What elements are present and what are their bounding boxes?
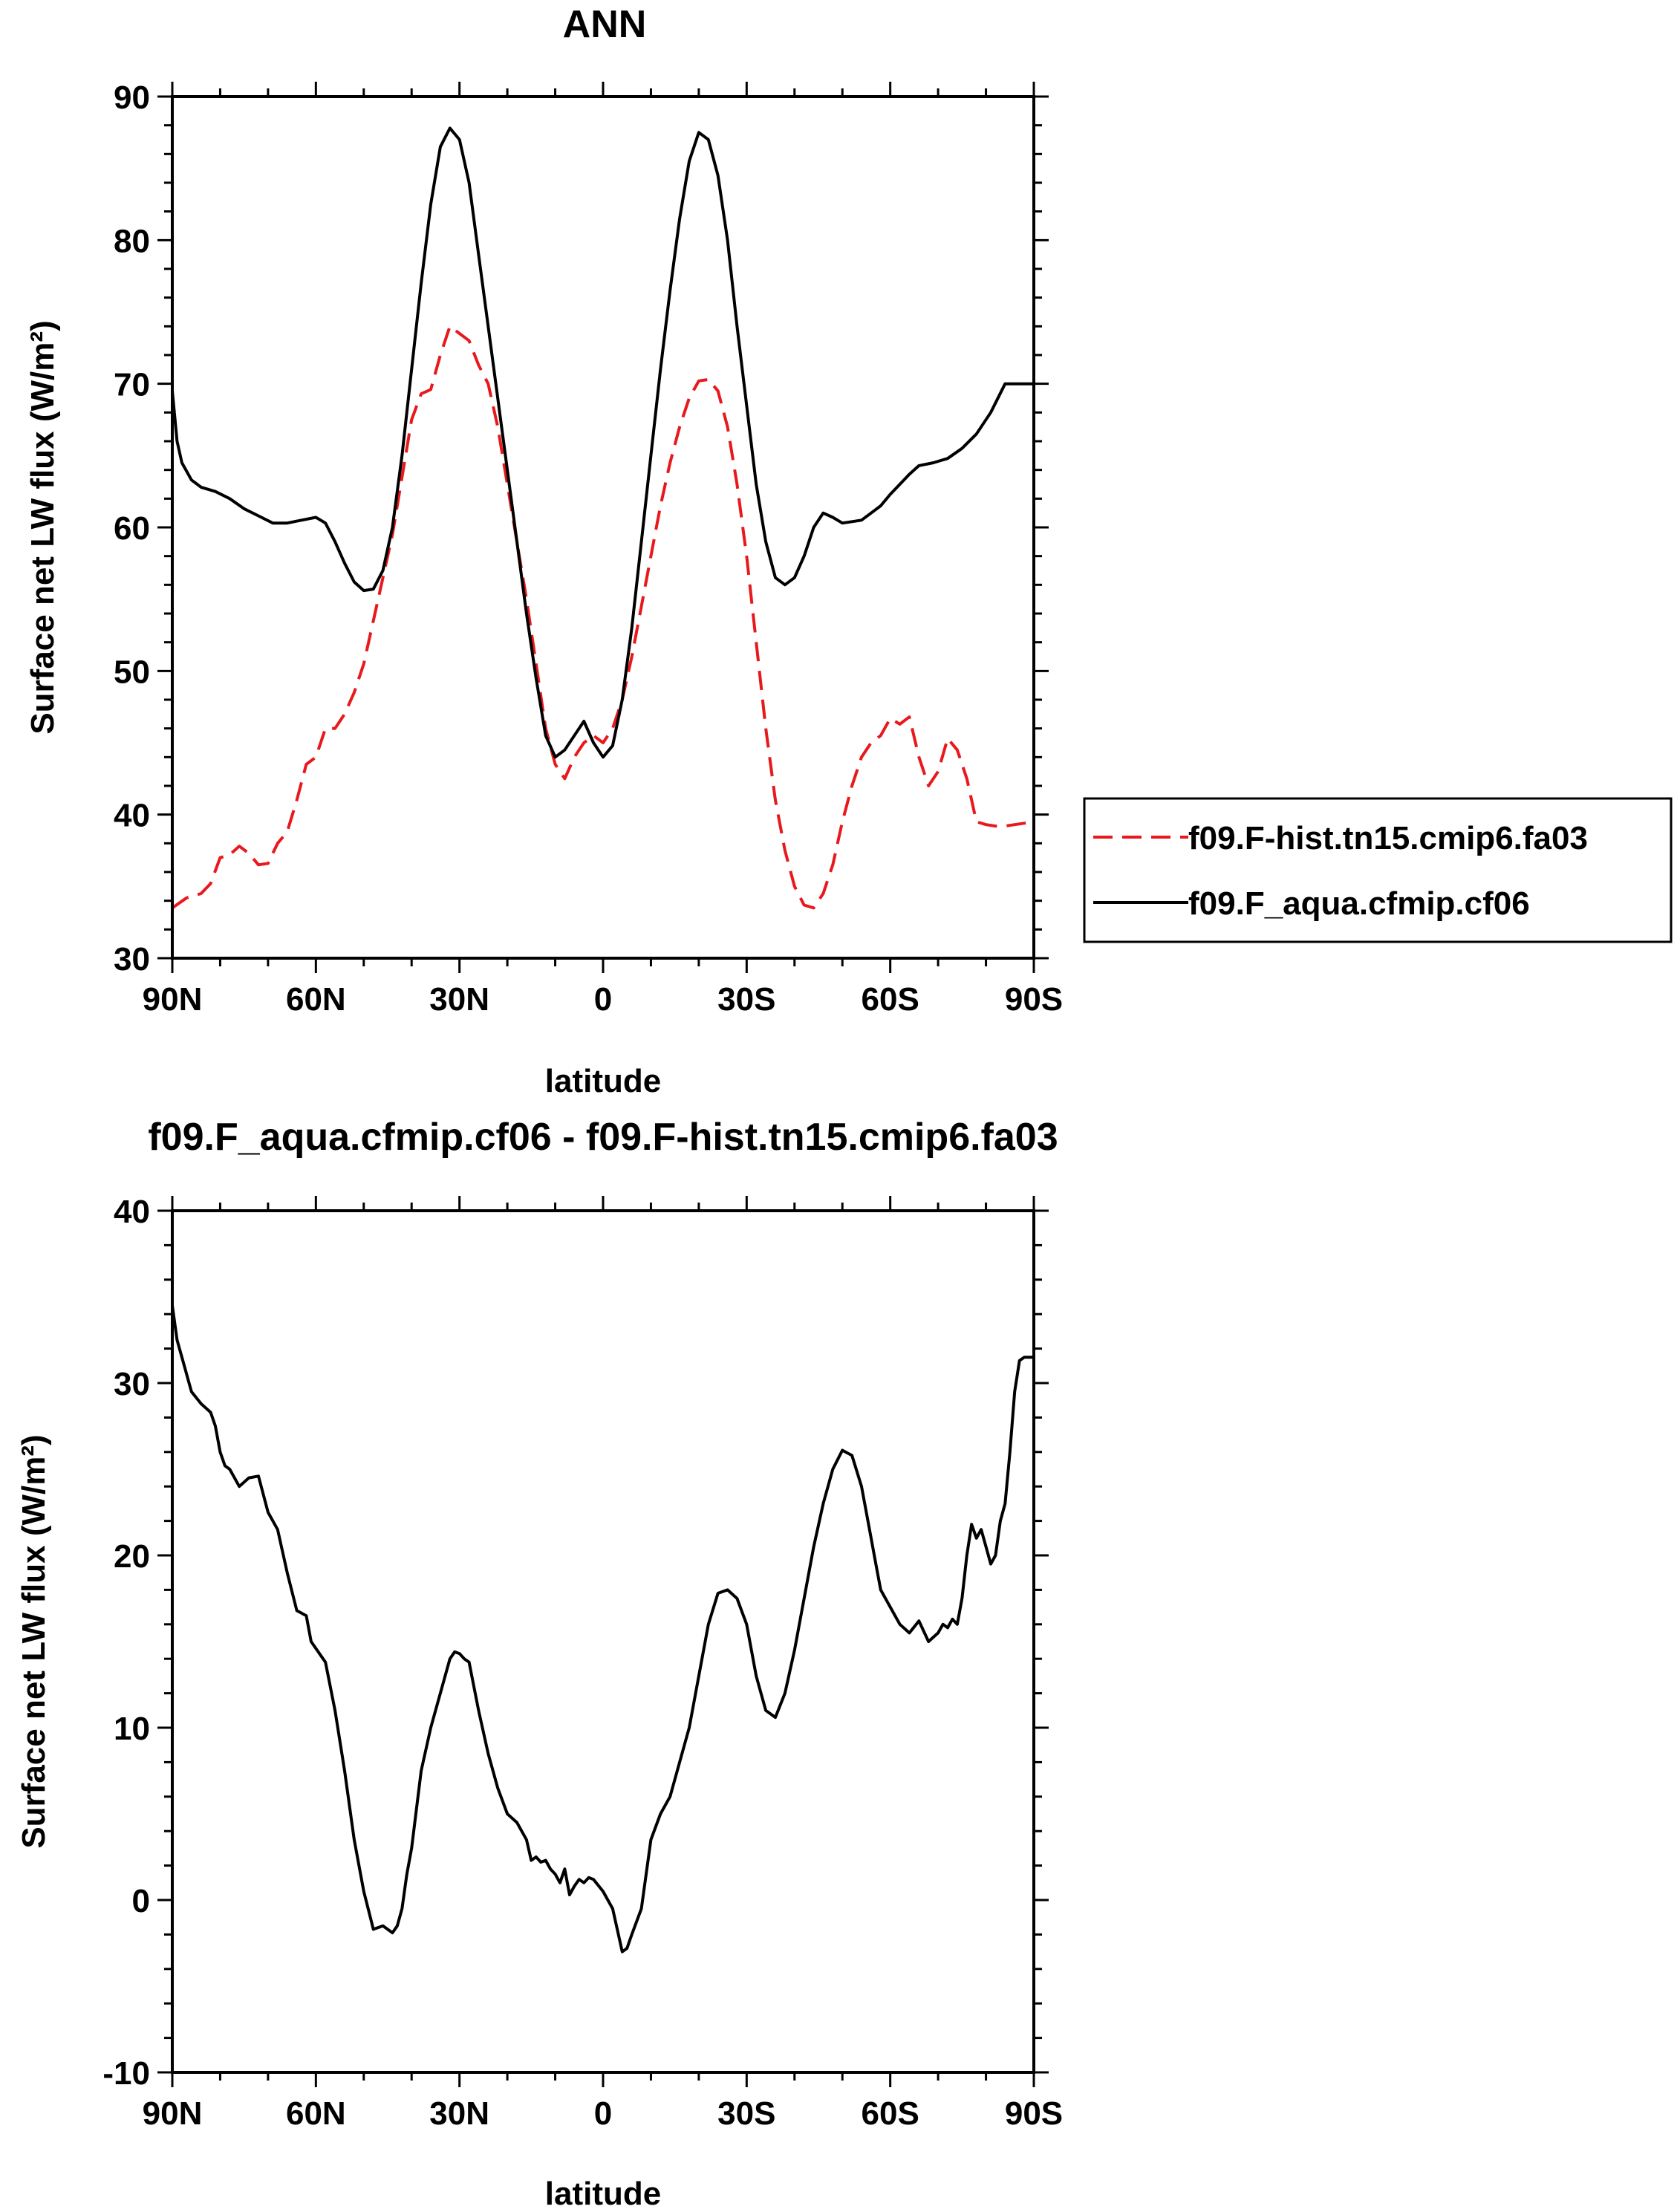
series-line-bottom-0 bbox=[171, 1305, 1034, 1954]
y-tick-label: 0 bbox=[132, 1883, 150, 1919]
plot-frame-bottom bbox=[171, 1209, 1035, 2074]
y-tick-label: 90 bbox=[114, 79, 150, 116]
x-tick-label: 90S bbox=[1005, 981, 1063, 1018]
x-tick-label: 60S bbox=[862, 2095, 919, 2132]
x-tick-label: 0 bbox=[594, 2095, 612, 2132]
y-tick-label: 70 bbox=[114, 367, 150, 403]
x-tick-label: 90N bbox=[143, 981, 203, 1018]
y-tick-label: 60 bbox=[114, 510, 150, 547]
legend-box bbox=[1083, 797, 1673, 943]
x-tick-label: 60S bbox=[862, 981, 919, 1018]
series-layer-bottom bbox=[171, 1305, 1034, 1954]
x-tick-label: 30S bbox=[717, 2095, 775, 2132]
x-tick-label: 60N bbox=[286, 2095, 346, 2132]
x-ticks-bottom: 90N 60N 30N 0 30S 60S 90S bbox=[143, 1196, 1063, 2132]
series-line-top-1 bbox=[171, 126, 1034, 759]
y-tick-label: 20 bbox=[114, 1538, 150, 1575]
x-tick-label: 60N bbox=[286, 981, 346, 1018]
y-tick-label: 30 bbox=[114, 941, 150, 977]
y-tick-label: 80 bbox=[114, 223, 150, 259]
x-tick-label: 30S bbox=[717, 981, 775, 1018]
legend-label-hist: f09.F-hist.tn15.cmip6.fa03 bbox=[1188, 820, 1588, 856]
series-layer-top bbox=[171, 126, 1035, 910]
x-ticks-top: 90N 60N 30N 0 30S 60S 90S bbox=[143, 82, 1063, 1018]
y-tick-label: 50 bbox=[114, 654, 150, 690]
y-axis-label-bottom: Surface net LW flux (W/m²) bbox=[16, 1434, 52, 1848]
y-axis-label-top: Surface net LW flux (W/m²) bbox=[25, 320, 61, 734]
legend: f09.F-hist.tn15.cmip6.fa03 f09.F_aqua.cf… bbox=[1083, 797, 1673, 943]
chart-top: ANN 30 40 50 60 70 80 90 90N 60N 30N 0 30S 60S 90S l… bbox=[25, 3, 1673, 1099]
chart-title-top: ANN bbox=[563, 3, 647, 46]
x-axis-label-bottom: latitude bbox=[545, 2176, 661, 2212]
x-tick-label: 90S bbox=[1005, 2095, 1063, 2132]
x-axis-label-top: latitude bbox=[545, 1063, 661, 1099]
y-ticks-bottom: -10 0 10 20 30 40 bbox=[102, 1194, 1049, 2092]
y-tick-label: -10 bbox=[102, 2055, 150, 2092]
chart-bottom: f09.F_aqua.cfmip.cf06 - f09.F-hist.tn15.… bbox=[16, 1116, 1063, 2212]
x-tick-label: 0 bbox=[594, 981, 612, 1018]
y-tick-label: 40 bbox=[114, 1194, 150, 1230]
x-tick-label: 30N bbox=[429, 981, 489, 1018]
chart-title-bottom: f09.F_aqua.cfmip.cf06 - f09.F-hist.tn15.… bbox=[148, 1116, 1058, 1159]
x-tick-label: 30N bbox=[429, 2095, 489, 2132]
plot-frame-top bbox=[171, 95, 1035, 960]
x-tick-label: 90N bbox=[143, 2095, 203, 2132]
series-line-top-0 bbox=[171, 325, 1035, 910]
y-tick-label: 40 bbox=[114, 798, 150, 834]
y-tick-label: 10 bbox=[114, 1711, 150, 1747]
y-tick-label: 30 bbox=[114, 1366, 150, 1402]
legend-label-aqua: f09.F_aqua.cfmip.cf06 bbox=[1188, 885, 1530, 922]
y-ticks-top: 30 40 50 60 70 80 90 bbox=[114, 79, 1049, 977]
